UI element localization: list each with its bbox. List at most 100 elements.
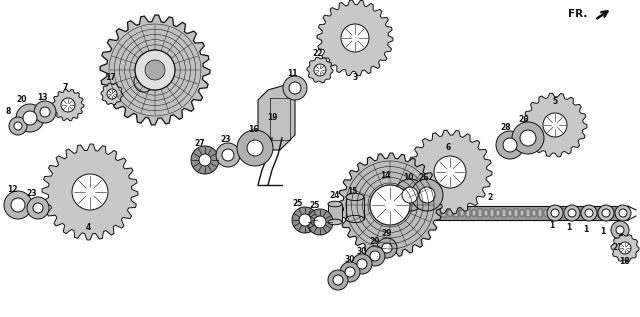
Bar (380, 206, 628, 220)
Polygon shape (42, 144, 138, 240)
Circle shape (314, 64, 326, 76)
Circle shape (289, 82, 301, 94)
Bar (472, 210, 476, 216)
Text: 2: 2 (488, 193, 493, 203)
Bar (460, 210, 464, 216)
Circle shape (598, 205, 614, 221)
Text: 11: 11 (287, 69, 297, 79)
Circle shape (382, 243, 392, 253)
Circle shape (292, 207, 318, 233)
Circle shape (33, 203, 43, 213)
Bar (592, 210, 596, 216)
Circle shape (23, 111, 37, 125)
Text: 1: 1 (549, 222, 555, 230)
Bar (574, 209, 578, 217)
Circle shape (299, 214, 311, 226)
Circle shape (616, 226, 624, 234)
Text: 28: 28 (500, 124, 511, 133)
Bar (544, 210, 548, 216)
Bar (424, 210, 428, 216)
Circle shape (357, 259, 367, 269)
Bar (490, 209, 494, 217)
Polygon shape (258, 85, 295, 150)
Text: 7: 7 (62, 83, 68, 93)
Circle shape (394, 179, 426, 211)
Bar (616, 210, 620, 216)
Bar (436, 210, 440, 216)
Bar (580, 210, 584, 216)
Polygon shape (523, 93, 587, 157)
Text: 20: 20 (17, 95, 28, 105)
Bar (568, 210, 572, 216)
Circle shape (543, 113, 567, 137)
Circle shape (135, 50, 175, 90)
Circle shape (434, 156, 466, 188)
Circle shape (619, 209, 627, 217)
Bar (328, 204, 342, 222)
Circle shape (14, 122, 22, 130)
Text: 29: 29 (370, 237, 380, 247)
Circle shape (134, 72, 154, 92)
Bar (598, 209, 602, 217)
Circle shape (16, 104, 44, 132)
Text: 17: 17 (105, 74, 115, 82)
Text: 19: 19 (267, 113, 277, 122)
Bar (532, 210, 536, 216)
Circle shape (581, 205, 597, 221)
Bar (430, 209, 434, 217)
Text: 30: 30 (345, 256, 355, 264)
Circle shape (512, 122, 544, 154)
Polygon shape (307, 57, 333, 83)
Bar (556, 210, 560, 216)
Text: 25: 25 (293, 199, 303, 209)
Bar (346, 197, 364, 219)
Text: 1: 1 (566, 223, 572, 232)
Circle shape (199, 154, 211, 166)
Bar (406, 209, 410, 217)
Bar (466, 209, 470, 217)
Polygon shape (100, 15, 210, 125)
Bar (388, 210, 392, 216)
Circle shape (40, 107, 50, 117)
Bar (448, 210, 452, 216)
Polygon shape (338, 153, 442, 257)
Bar (394, 209, 398, 217)
Circle shape (585, 209, 593, 217)
Bar (520, 210, 524, 216)
Circle shape (72, 174, 108, 210)
Circle shape (377, 238, 397, 258)
Circle shape (140, 78, 148, 86)
Circle shape (520, 130, 536, 146)
Text: 14: 14 (380, 171, 390, 179)
Circle shape (34, 101, 56, 123)
Text: 22: 22 (313, 49, 323, 59)
Polygon shape (611, 234, 639, 262)
Bar (400, 210, 404, 216)
Text: 23: 23 (27, 190, 37, 198)
Text: 15: 15 (347, 187, 357, 197)
Polygon shape (408, 130, 492, 214)
Text: 16: 16 (248, 126, 259, 134)
Bar (502, 209, 506, 217)
Circle shape (419, 187, 435, 203)
Circle shape (611, 221, 629, 239)
Bar (442, 209, 446, 217)
Text: 1: 1 (618, 230, 623, 238)
Bar (382, 209, 386, 217)
Bar (610, 209, 614, 217)
Text: 26: 26 (419, 173, 429, 183)
Circle shape (370, 185, 410, 225)
Text: 1: 1 (600, 228, 605, 236)
Bar (550, 209, 554, 217)
Text: 9: 9 (145, 63, 150, 73)
Text: 29: 29 (381, 230, 392, 238)
Bar (526, 209, 530, 217)
Text: 5: 5 (552, 98, 557, 107)
Circle shape (333, 275, 343, 285)
Circle shape (328, 270, 348, 290)
Bar (412, 210, 416, 216)
Bar (454, 209, 458, 217)
Bar (478, 209, 482, 217)
Circle shape (145, 60, 165, 80)
Circle shape (402, 187, 418, 203)
